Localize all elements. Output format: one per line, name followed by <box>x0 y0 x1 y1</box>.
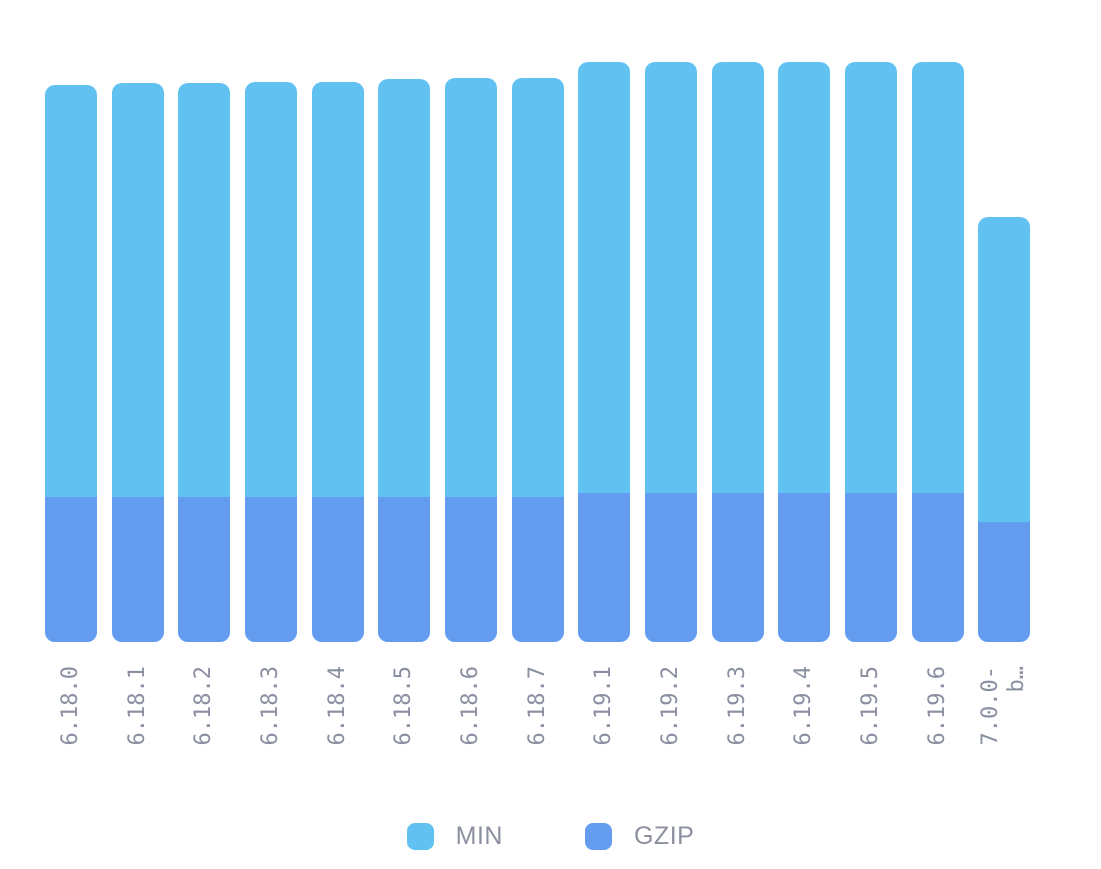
bar-6.18.7[interactable] <box>511 78 564 642</box>
x-axis-label-6.19.5: 6.19.5 <box>858 666 884 746</box>
bar-6.19.1[interactable] <box>578 62 631 642</box>
gzip-segment <box>578 493 631 642</box>
bar-6.19.5[interactable] <box>845 62 898 642</box>
bar-6.18.5[interactable] <box>378 79 431 642</box>
x-axis-label-6.18.6: 6.18.6 <box>458 666 484 746</box>
legend-item-min: MIN <box>406 822 503 851</box>
legend-label-gzip: GZIP <box>633 822 695 850</box>
legend-label-min: MIN <box>455 822 503 850</box>
gzip-segment <box>378 497 431 642</box>
x-axis-label-6.18.1: 6.18.1 <box>124 666 150 746</box>
x-axis-label-6.19.4: 6.19.4 <box>791 666 817 746</box>
bar-6.19.3[interactable] <box>711 62 764 642</box>
x-axis-label-6.19.3: 6.19.3 <box>724 666 750 746</box>
gzip-segment <box>245 497 297 642</box>
gzip-segment <box>978 522 1031 642</box>
bar-6.18.2[interactable] <box>178 83 231 642</box>
gzip-swatch-icon <box>584 823 612 850</box>
gzip-segment <box>845 493 898 642</box>
bar-6.18.0[interactable] <box>45 85 97 642</box>
x-axis-label-7.0.0-b…: 7.0.0- b… <box>978 666 1030 746</box>
bar-6.18.3[interactable] <box>245 82 297 642</box>
x-axis-label-6.18.0: 6.18.0 <box>58 666 83 746</box>
gzip-segment <box>778 493 831 642</box>
x-axis-label-6.19.1: 6.19.1 <box>591 666 617 746</box>
x-axis-label-6.18.7: 6.18.7 <box>524 666 550 746</box>
x-axis-label-6.18.5: 6.18.5 <box>391 666 417 746</box>
bar-6.18.1[interactable] <box>111 83 164 642</box>
min-swatch-icon <box>406 823 434 850</box>
legend: MIN GZIP <box>0 822 1101 851</box>
bar-6.18.4[interactable] <box>311 82 364 642</box>
gzip-segment <box>511 497 564 642</box>
gzip-segment <box>311 497 364 642</box>
x-axis-label-6.18.4: 6.18.4 <box>324 666 350 746</box>
legend-item-gzip: GZIP <box>584 822 695 851</box>
bar-6.19.2[interactable] <box>645 62 698 642</box>
gzip-segment <box>45 497 97 642</box>
bar-6.19.4[interactable] <box>778 62 831 642</box>
gzip-segment <box>645 493 698 642</box>
x-axis-label-6.19.2: 6.19.2 <box>658 666 684 746</box>
bar-6.19.6[interactable] <box>911 62 964 642</box>
x-axis-label-6.18.3: 6.18.3 <box>258 666 283 746</box>
gzip-segment <box>111 497 164 642</box>
x-axis-label-6.18.2: 6.18.2 <box>191 666 217 746</box>
bar-7.0.0-b…[interactable] <box>978 217 1031 642</box>
gzip-segment <box>711 493 764 642</box>
bar-6.18.6[interactable] <box>445 78 498 642</box>
x-axis-label-6.19.6: 6.19.6 <box>924 666 950 746</box>
gzip-segment <box>178 497 231 642</box>
gzip-segment <box>445 497 498 642</box>
gzip-segment <box>911 493 964 642</box>
